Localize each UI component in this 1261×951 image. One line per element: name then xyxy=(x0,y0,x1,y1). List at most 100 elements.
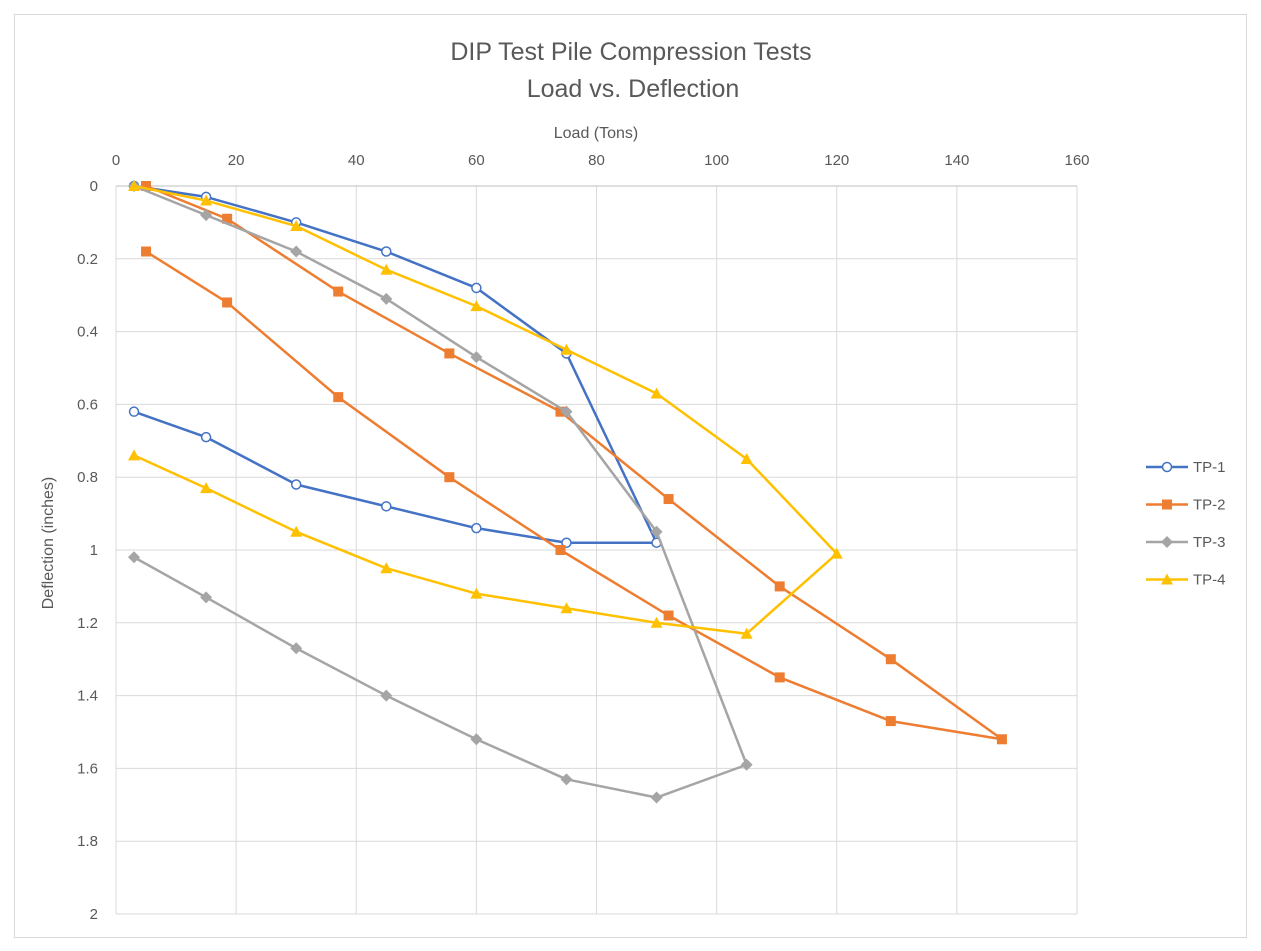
series-layer xyxy=(128,180,1007,804)
legend-item-tp-3: TP-3 xyxy=(1146,534,1226,551)
data-point-tp-3-13 xyxy=(200,591,213,604)
data-point-tp-4-3 xyxy=(380,263,393,275)
data-point-tp-2-11 xyxy=(663,610,674,621)
y-tick-label-3: 0.6 xyxy=(77,396,98,413)
data-point-tp-2-13 xyxy=(444,472,455,483)
data-point-tp-4-1 xyxy=(200,194,213,206)
x-tick-label-0: 0 xyxy=(112,152,120,169)
y-tick-label-6: 1.2 xyxy=(77,615,98,632)
data-point-tp-1-12 xyxy=(128,406,140,417)
x-tick-label-5: 100 xyxy=(704,152,729,169)
data-point-tp-3-11 xyxy=(380,689,393,702)
y-tick-label-4: 0.8 xyxy=(77,469,98,486)
y-tick-label-0: 0 xyxy=(90,178,98,195)
y-tick-label-10: 2 xyxy=(90,906,98,923)
data-point-tp-1-11 xyxy=(200,431,212,443)
data-point-tp-2-10 xyxy=(774,672,785,683)
x-tick-label-7: 140 xyxy=(944,152,969,169)
ticks: 0 20 40 60 80 100 120 140 160 0 0.2 0.4 0.6 0.8 1 1.2 1.… xyxy=(77,152,1089,923)
data-point-tp-2-2 xyxy=(333,286,344,297)
data-point-tp-2-15 xyxy=(222,297,233,308)
legend-label-tp-3: TP-3 xyxy=(1193,534,1226,551)
data-point-tp-3-1 xyxy=(200,209,213,222)
data-point-tp-2-4 xyxy=(555,406,566,417)
y-tick-label-5: 1 xyxy=(90,542,98,559)
data-point-tp-1-3 xyxy=(381,246,392,257)
data-point-tp-1-4 xyxy=(471,282,482,294)
legend: TP-1 TP-2 TP-3 TP-4 xyxy=(1146,459,1226,589)
legend-label-tp-2: TP-2 xyxy=(1193,497,1226,514)
data-point-tp-4-11 xyxy=(560,602,573,614)
data-point-tp-1-8 xyxy=(471,522,482,534)
legend-item-tp-4: TP-4 xyxy=(1146,572,1226,589)
y-axis-title: Deflection (inches) xyxy=(40,477,57,610)
data-point-tp-4-9 xyxy=(740,627,753,639)
data-point-tp-3-4 xyxy=(470,351,483,364)
legend-label-tp-1: TP-1 xyxy=(1193,459,1226,476)
series-tp-4 xyxy=(128,180,843,639)
data-point-tp-4-0 xyxy=(128,180,141,191)
legend-marker-tp-3 xyxy=(1161,536,1173,548)
data-point-tp-4-2 xyxy=(290,220,303,232)
legend-item-tp-2: TP-2 xyxy=(1146,497,1226,514)
data-point-tp-4-5 xyxy=(560,343,573,355)
legend-marker-tp-1 xyxy=(1161,461,1173,473)
data-point-tp-3-7 xyxy=(740,758,753,771)
legend-item-tp-1: TP-1 xyxy=(1146,459,1226,476)
x-tick-label-2: 40 xyxy=(348,152,365,169)
data-point-tp-3-2 xyxy=(290,245,303,258)
data-point-tp-1-9 xyxy=(381,501,392,512)
data-point-tp-4-10 xyxy=(650,616,663,628)
x-axis-title: Load (Tons) xyxy=(554,125,639,142)
data-point-tp-2-9 xyxy=(885,716,896,727)
y-tick-label-9: 1.8 xyxy=(77,833,98,850)
data-point-tp-4-6 xyxy=(650,387,663,399)
data-point-tp-2-16 xyxy=(141,246,152,257)
data-point-tp-4-4 xyxy=(470,300,483,312)
data-point-tp-3-8 xyxy=(650,791,663,804)
data-point-tp-2-12 xyxy=(555,545,566,555)
data-point-tp-3-12 xyxy=(290,642,303,655)
data-point-tp-2-7 xyxy=(885,654,896,665)
data-point-tp-4-14 xyxy=(290,525,303,537)
legend-marker-tp-4 xyxy=(1161,573,1173,585)
x-tick-label-6: 120 xyxy=(824,152,849,169)
chart-frame xyxy=(14,14,1247,938)
data-point-tp-4-8 xyxy=(830,547,843,559)
chart-title-line-2: Load vs. Deflection xyxy=(527,75,740,103)
data-point-tp-2-1 xyxy=(222,213,233,224)
data-point-tp-4-16 xyxy=(128,449,141,461)
y-tick-label-8: 1.6 xyxy=(77,760,98,777)
x-tick-label-4: 80 xyxy=(588,152,605,169)
data-point-tp-3-9 xyxy=(560,773,573,786)
data-point-tp-4-7 xyxy=(740,453,753,464)
data-point-tp-2-3 xyxy=(444,348,455,359)
legend-marker-tp-2 xyxy=(1162,499,1172,510)
data-point-tp-4-15 xyxy=(200,482,213,494)
legend-label-tp-4: TP-4 xyxy=(1193,572,1226,589)
data-point-tp-3-3 xyxy=(380,292,393,305)
x-tick-label-1: 20 xyxy=(228,152,245,169)
series-tp-3 xyxy=(128,180,753,804)
series-line-tp-2 xyxy=(145,184,1004,741)
series-tp-2 xyxy=(141,181,1007,745)
chart-title-line-1: DIP Test Pile Compression Tests xyxy=(450,38,811,66)
series-line-tp-1 xyxy=(133,184,658,544)
data-point-tp-4-12 xyxy=(470,587,483,599)
data-point-tp-1-7 xyxy=(561,537,572,548)
y-tick-label-1: 0.2 xyxy=(77,251,98,268)
data-point-tp-3-10 xyxy=(470,733,483,746)
data-point-tp-2-5 xyxy=(663,494,674,505)
series-line-tp-3 xyxy=(133,184,748,799)
data-point-tp-2-14 xyxy=(333,392,344,403)
y-tick-label-7: 1.4 xyxy=(77,688,98,705)
x-tick-label-3: 60 xyxy=(468,152,485,169)
series-line-tp-4 xyxy=(133,184,838,635)
x-tick-label-8: 160 xyxy=(1064,152,1089,169)
data-point-tp-2-6 xyxy=(774,581,785,592)
y-tick-label-2: 0.4 xyxy=(77,324,98,341)
data-point-tp-2-0 xyxy=(141,181,152,191)
data-point-tp-4-13 xyxy=(380,562,393,574)
grid xyxy=(115,185,1078,915)
